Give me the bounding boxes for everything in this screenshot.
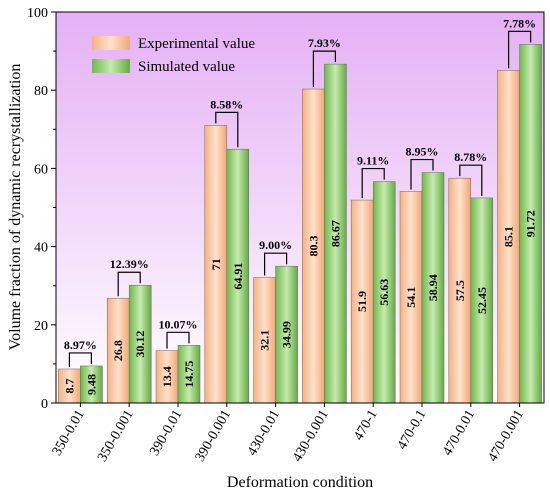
data-label-simulated-350-0.001: 30.12 (133, 331, 147, 358)
data-label-experimental-430-0.01: 32.1 (258, 330, 272, 351)
y-tick-label-40: 40 (34, 241, 48, 256)
difference-label-430-0.01: 9.00% (259, 238, 292, 252)
x-tick-label-470-1: 470-1 (351, 408, 380, 444)
data-label-experimental-350-0.01: 8.7 (62, 378, 76, 393)
x-tick-label-470-0.01: 470-0.01 (440, 408, 478, 459)
data-label-experimental-390-0.001: 71 (209, 258, 223, 270)
x-tick-label-390-0.001: 390-0.001 (193, 408, 235, 465)
difference-label-470-1: 9.11% (357, 154, 389, 168)
data-label-simulated-390-0.01: 14.75 (182, 361, 196, 388)
difference-bracket-350-0.01 (68, 352, 92, 367)
y-tick-label-0: 0 (41, 397, 48, 412)
legend-label-simulated: Simulated value (138, 59, 235, 75)
data-label-experimental-430-0.001: 80.3 (306, 236, 320, 257)
difference-bracket-390-0.001 (215, 111, 239, 148)
x-tick-label-390-0.01: 390-0.01 (147, 408, 185, 459)
data-label-experimental-470-0.001: 85.1 (502, 226, 516, 247)
difference-bracket-430-0.01 (264, 252, 288, 276)
data-label-simulated-350-0.01: 9.48 (84, 374, 98, 395)
data-label-simulated-470-1: 56.63 (377, 279, 391, 306)
data-label-experimental-390-0.01: 13.4 (160, 366, 174, 387)
difference-bracket-470-1 (361, 167, 385, 199)
difference-bracket-470-0.001 (508, 30, 532, 69)
data-label-simulated-430-0.001: 86.67 (328, 220, 342, 247)
y-tick-label-80: 80 (34, 84, 48, 99)
difference-bracket-470-0.01 (459, 164, 483, 196)
data-label-simulated-470-0.001: 91.72 (524, 210, 538, 237)
legend: Experimental value Simulated value (92, 36, 255, 75)
data-label-simulated-430-0.01: 34.99 (280, 321, 294, 348)
data-label-experimental-470-0.1: 54.1 (404, 287, 418, 308)
legend-label-experimental: Experimental value (138, 36, 255, 52)
y-tick-label-20: 20 (34, 319, 48, 334)
x-tick-label-470-0.001: 470-0.001 (485, 408, 527, 465)
difference-bracket-390-0.01 (166, 331, 190, 349)
difference-label-470-0.1: 8.95% (406, 145, 439, 159)
difference-bracket-470-0.1 (410, 158, 434, 190)
legend-swatch-simulated (92, 59, 130, 73)
x-tick-label-430-0.01: 430-0.01 (245, 408, 283, 459)
data-label-experimental-470-1: 51.9 (355, 291, 369, 312)
difference-label-470-0.001: 7.78% (503, 16, 536, 30)
difference-bracket-350-0.001 (117, 271, 141, 297)
data-label-simulated-470-0.1: 58.94 (426, 274, 440, 301)
x-tick-label-470-0.1: 470-0.1 (395, 408, 430, 453)
difference-label-390-0.001: 8.58% (210, 97, 243, 111)
data-label-simulated-390-0.001: 64.91 (231, 263, 245, 290)
data-label-experimental-350-0.001: 26.8 (111, 340, 125, 361)
difference-label-470-0.01: 8.78% (454, 150, 487, 164)
difference-bracket-430-0.001 (312, 50, 336, 88)
difference-label-350-0.01: 8.97% (64, 338, 97, 352)
x-tick-label-430-0.001: 430-0.001 (290, 408, 332, 465)
y-tick-label-60: 60 (34, 162, 48, 177)
data-label-experimental-470-0.01: 57.5 (453, 280, 467, 301)
difference-label-430-0.001: 7.93% (308, 36, 341, 50)
y-tick-label-100: 100 (27, 6, 48, 21)
legend-swatch-experimental (92, 36, 130, 50)
x-tick-label-350-0.001: 350-0.001 (95, 408, 137, 465)
y-axis-label: Volume fraction of dynamic recrystalliza… (7, 64, 24, 351)
difference-label-350-0.001: 12.39% (110, 257, 149, 271)
x-tick-label-350-0.01: 350-0.01 (50, 408, 88, 459)
data-label-simulated-470-0.01: 52.45 (475, 287, 489, 314)
difference-label-390-0.01: 10.07% (159, 317, 198, 331)
x-axis-label: Deformation condition (227, 474, 373, 491)
